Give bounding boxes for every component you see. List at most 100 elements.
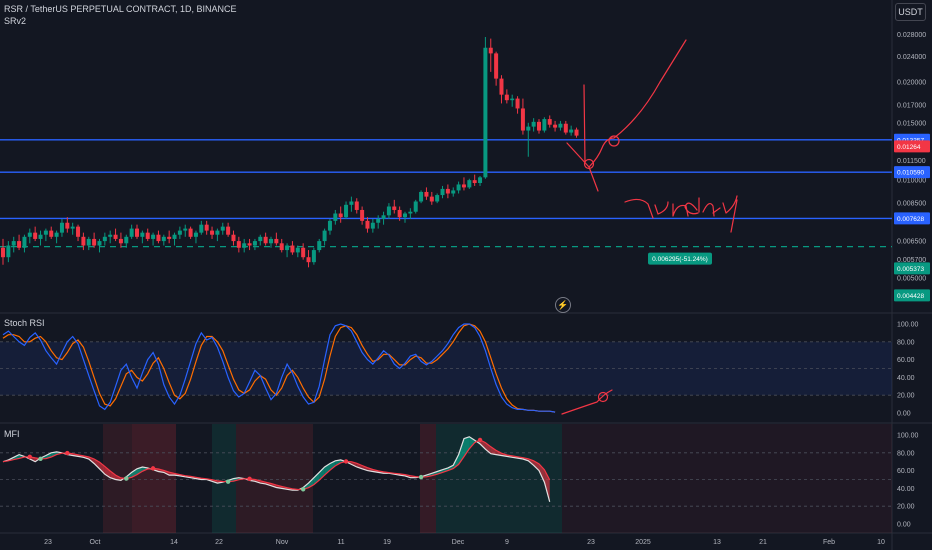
drawing-stoch-curve[interactable] — [561, 389, 613, 415]
candle-body — [419, 191, 424, 202]
candle-body — [344, 204, 349, 218]
price-tag-label: 0.007628 — [897, 216, 924, 223]
mfi-ribbon — [362, 465, 368, 471]
price-tick-label: 0.005000 — [897, 276, 926, 283]
candle-body — [386, 206, 391, 216]
candle-body — [22, 236, 27, 248]
price-tick-label: 0.015000 — [897, 120, 926, 127]
candle-body — [499, 78, 504, 95]
time-tick-label: Nov — [276, 539, 289, 546]
candle-body — [488, 47, 493, 54]
candle-body — [49, 230, 54, 237]
candle-body — [183, 228, 188, 231]
candle-body — [76, 226, 81, 237]
mfi-cross-dot — [477, 437, 483, 443]
stoch-k-line — [2, 323, 556, 413]
price-tag-label: 0.010590 — [897, 170, 924, 177]
candle-body — [403, 213, 407, 218]
price-tick-label: 0.028000 — [897, 32, 926, 39]
drawing-arrow-line[interactable] — [566, 142, 599, 192]
candle-body — [472, 180, 477, 184]
candle-body — [376, 218, 381, 223]
indicator-label[interactable]: SRv2 — [4, 16, 27, 26]
drawing-arrow-line[interactable] — [583, 84, 586, 164]
candle-body — [263, 236, 268, 244]
mfi-ribbon — [463, 436, 470, 457]
drawing-handwriting[interactable] — [624, 195, 738, 233]
price-tick-label: 0.024000 — [897, 54, 926, 61]
candle-body — [252, 241, 257, 246]
candle-body — [354, 201, 359, 210]
candle-body — [226, 226, 231, 235]
mfi-tick-label: 20.00 — [897, 504, 915, 511]
mfi-shade — [420, 424, 436, 533]
currency-button[interactable]: USDT — [895, 3, 926, 21]
candle-body — [526, 126, 531, 131]
candle-body — [504, 94, 509, 101]
mfi-ribbon — [313, 472, 320, 485]
candle-body — [558, 123, 563, 128]
mfi-cross-dot — [124, 476, 129, 481]
time-tick-label: 10 — [877, 539, 885, 546]
drawing-circle[interactable] — [608, 135, 620, 147]
candle-body — [177, 230, 182, 235]
candle-body — [510, 98, 515, 101]
time-tick-label: 14 — [170, 539, 178, 546]
mfi-label[interactable]: MFI — [4, 429, 20, 439]
stoch-tick-label: 60.00 — [897, 357, 915, 364]
candle-body — [327, 220, 332, 231]
candle-body — [338, 213, 343, 218]
candle-body — [140, 232, 145, 237]
price-tick-label: 0.005700 — [897, 257, 926, 264]
candle-body — [435, 195, 440, 202]
candle-body — [520, 108, 525, 131]
candle-body — [54, 232, 59, 237]
candle-body — [456, 184, 461, 191]
candle-body — [311, 250, 316, 263]
price-tag-label: 0.005373 — [897, 266, 924, 273]
candle-body — [247, 243, 252, 246]
candle-body — [274, 238, 279, 244]
candle-body — [547, 119, 552, 125]
price-tag-label: 0.01264 — [897, 144, 921, 151]
mfi-ribbon — [335, 459, 341, 466]
mfi-cross-dot — [247, 476, 252, 482]
candle-body — [322, 230, 327, 242]
candle-body — [269, 238, 273, 244]
price-tick-label: 0.010000 — [897, 178, 926, 185]
price-tag — [894, 212, 930, 225]
candle-body — [295, 247, 300, 253]
candle-body — [445, 188, 450, 194]
time-tick-label: 19 — [383, 539, 391, 546]
mfi-tick-label: 60.00 — [897, 468, 915, 475]
mfi-ribbon — [99, 462, 105, 475]
time-tick-label: 11 — [337, 539, 344, 546]
candle-body — [236, 241, 241, 248]
mfi-tick-label: 40.00 — [897, 486, 915, 493]
candle-body — [467, 180, 472, 188]
candle-body — [553, 124, 558, 128]
candle-body — [290, 245, 295, 253]
mfi-signal-line — [2, 439, 551, 491]
candle-body — [118, 238, 123, 244]
time-tick-label: 21 — [759, 539, 767, 546]
drawing-circle[interactable] — [583, 158, 595, 170]
candle-body — [156, 234, 161, 242]
candle-body — [285, 245, 290, 251]
candle-body — [199, 224, 204, 233]
candle-body — [429, 196, 434, 202]
candle-body — [301, 247, 306, 258]
drawing-trend-curve[interactable] — [588, 39, 687, 168]
mfi-line — [2, 436, 551, 502]
stoch-rsi-label[interactable]: Stoch RSI — [4, 318, 45, 328]
candle-body — [478, 177, 483, 184]
drawing-circle[interactable] — [597, 391, 609, 403]
mfi-ribbon — [442, 467, 448, 473]
price-tag — [894, 166, 930, 179]
candle-body — [306, 257, 311, 263]
candle-body — [92, 238, 97, 246]
candle-body — [193, 232, 198, 237]
lightning-icon[interactable]: ⚡ — [555, 297, 571, 313]
price-tick-label: 0.006500 — [897, 239, 926, 246]
